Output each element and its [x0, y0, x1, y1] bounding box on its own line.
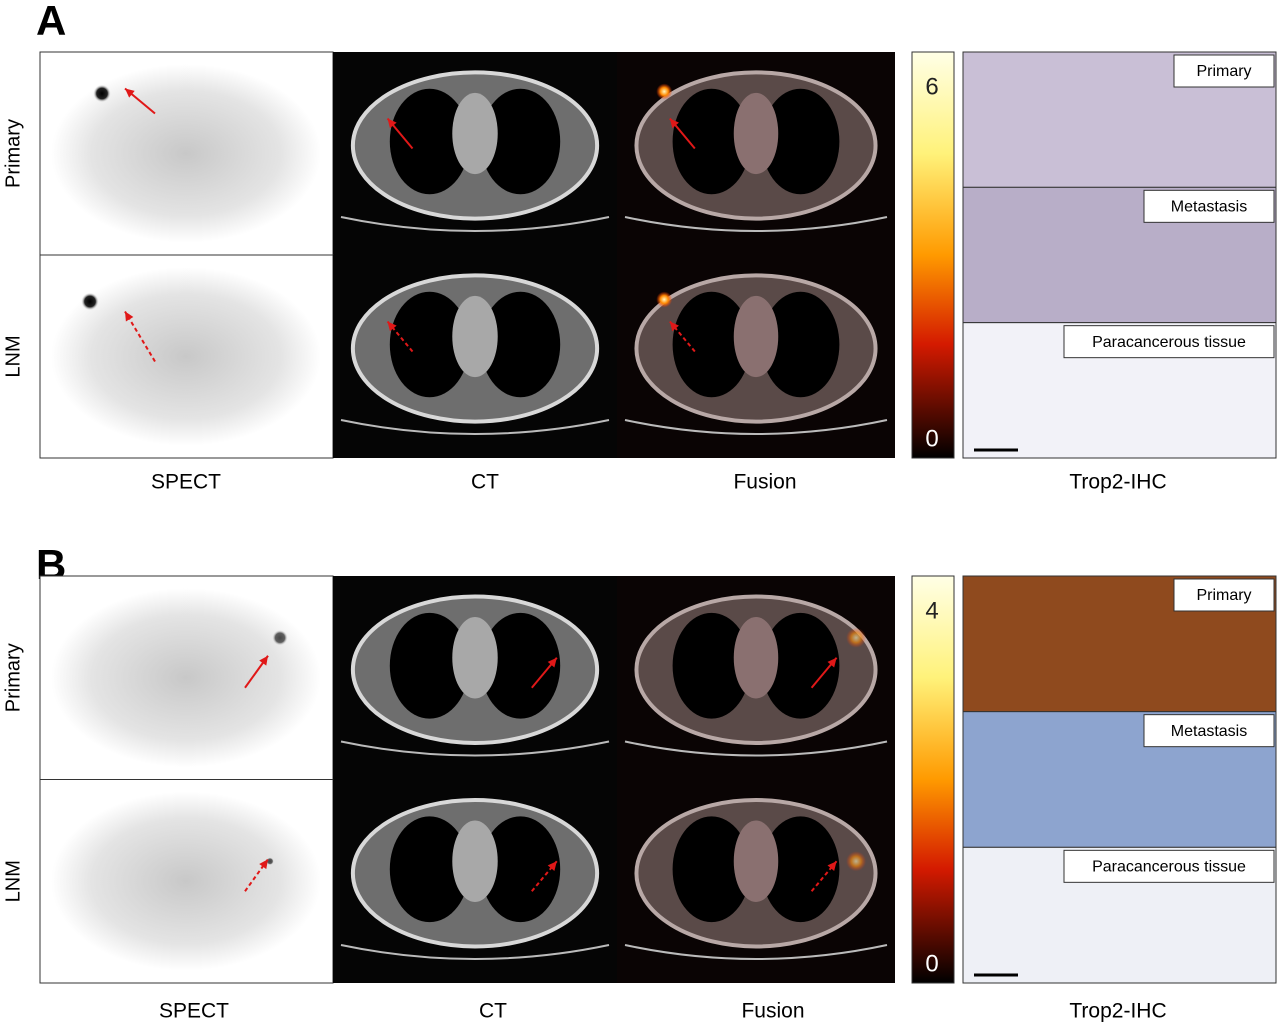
lung — [761, 816, 840, 923]
row-label: LNM — [2, 860, 24, 902]
ihc-label-box — [1063, 325, 1275, 359]
column-label: SPECT — [159, 1000, 229, 1023]
column-label: Fusion — [741, 1000, 804, 1023]
arrow — [124, 310, 156, 363]
hotspot — [846, 851, 867, 872]
panel-label: A — [36, 0, 66, 44]
mediastinum — [733, 617, 779, 699]
lung — [761, 612, 840, 719]
colorbar-max: 4 — [925, 597, 938, 624]
column-label: Trop2-IHC — [1069, 1000, 1166, 1023]
lung — [761, 291, 840, 398]
colorbar-min: 0 — [925, 950, 938, 977]
spect-body — [51, 791, 321, 971]
column-label: CT — [479, 1000, 507, 1023]
arrow-head — [547, 861, 557, 871]
row-label: Primary — [2, 643, 24, 712]
spect-body — [51, 588, 321, 768]
mediastinum — [452, 295, 498, 378]
ihc-label: Paracancerous tissue — [1092, 334, 1246, 351]
mediastinum — [733, 295, 779, 378]
colorbar-max: 6 — [925, 73, 938, 100]
lung — [672, 291, 751, 398]
hotspot — [846, 627, 867, 648]
lung — [672, 612, 751, 719]
table — [340, 216, 610, 232]
lung — [389, 816, 470, 923]
arrow-head — [125, 88, 135, 98]
panel: A Primary LNM 6 0 Primary Metastasis Paracancer… — [2, 0, 1277, 494]
arrow-head — [669, 321, 679, 332]
table — [624, 419, 888, 435]
column-label: SPECT — [151, 471, 221, 494]
table — [340, 740, 610, 757]
table — [340, 419, 610, 435]
ihc-label: Metastasis — [1171, 723, 1247, 740]
lung — [672, 816, 751, 923]
hotspot — [656, 83, 673, 100]
colorbar — [911, 575, 955, 984]
ihc-label-box — [1173, 54, 1275, 88]
arrow-head — [669, 118, 679, 129]
table — [340, 944, 610, 960]
panel: BPrimaryLNM40PrimaryMetastasisParacancer… — [2, 541, 1277, 1023]
column-label: Trop2-IHC — [1069, 471, 1166, 494]
arrow-head — [547, 657, 557, 668]
hotspot — [656, 291, 673, 308]
column-label: Fusion — [733, 471, 796, 494]
lung — [480, 612, 561, 719]
lung — [389, 612, 470, 719]
column-label: CT — [471, 471, 499, 494]
ihc-label-box — [1173, 578, 1275, 612]
arrow-head — [827, 861, 837, 871]
ihc-label-box — [1143, 189, 1275, 223]
ihc-label: Primary — [1196, 587, 1251, 604]
ihc-label: Paracancerous tissue — [1092, 859, 1246, 876]
mediastinum — [733, 820, 779, 902]
ihc-label: Metastasis — [1171, 199, 1247, 216]
arrow-head — [827, 657, 837, 668]
lung — [389, 88, 470, 195]
table — [624, 944, 888, 960]
mediastinum — [452, 92, 498, 175]
lung — [480, 291, 561, 398]
arrow-head — [387, 118, 397, 129]
spect-uptake — [272, 629, 288, 646]
table — [624, 740, 888, 757]
colorbar — [911, 51, 955, 459]
table — [624, 216, 888, 232]
arrow-head — [259, 655, 268, 666]
mediastinum — [452, 820, 498, 902]
spect-uptake — [93, 84, 111, 103]
arrow-head — [387, 321, 397, 332]
lung — [480, 88, 561, 195]
row-label: Primary — [2, 119, 24, 188]
spect-uptake — [81, 292, 99, 311]
mediastinum — [452, 617, 498, 699]
row-label: LNM — [2, 335, 24, 377]
lung — [672, 88, 751, 195]
mediastinum — [733, 92, 779, 175]
lung — [480, 816, 561, 923]
spect-body — [51, 267, 321, 446]
arrow-head — [259, 859, 268, 870]
ihc-label-box — [1063, 849, 1275, 883]
arrow-head — [125, 311, 134, 322]
spect-body — [51, 64, 321, 243]
ihc-label-box — [1143, 714, 1275, 748]
colorbar-min: 0 — [925, 425, 938, 452]
lung — [389, 291, 470, 398]
lung — [761, 88, 840, 195]
ihc-label: Primary — [1196, 63, 1251, 80]
